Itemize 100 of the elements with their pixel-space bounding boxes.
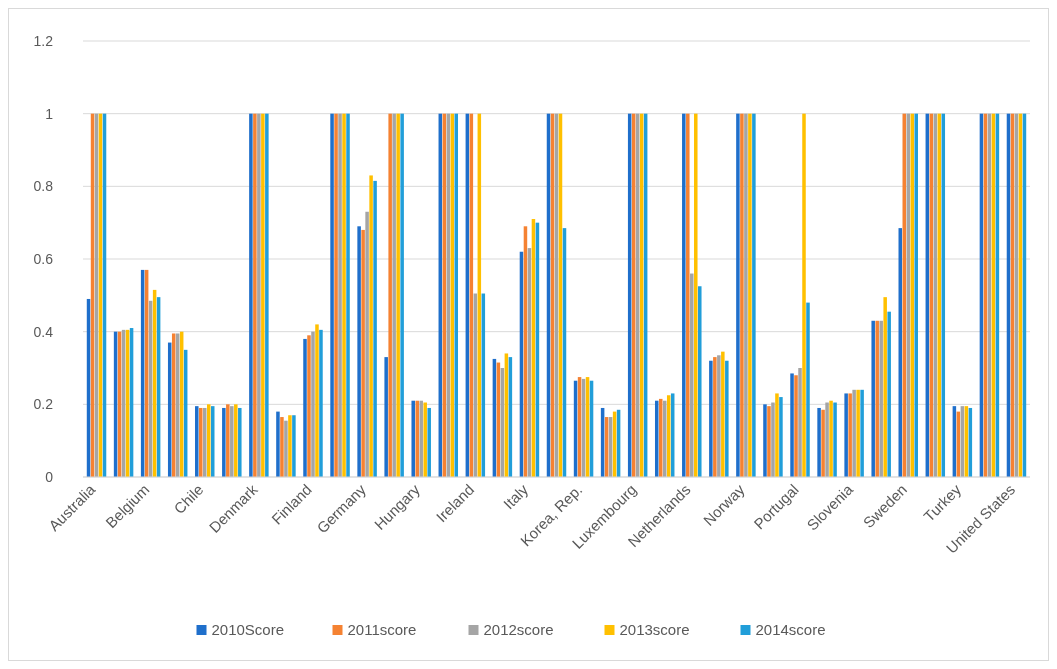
- bar: [288, 415, 292, 477]
- bar: [906, 113, 910, 477]
- bar: [311, 331, 315, 477]
- bar: [265, 113, 269, 477]
- bar: [330, 113, 334, 477]
- bar: [338, 113, 342, 477]
- bar: [203, 407, 207, 477]
- bar: [848, 393, 852, 477]
- bar: [361, 229, 365, 477]
- bar: [844, 393, 848, 477]
- bar: [342, 113, 346, 477]
- bar: [771, 402, 775, 477]
- bar: [400, 113, 404, 477]
- bar: [199, 407, 203, 477]
- bar: [798, 368, 802, 477]
- bar: [875, 320, 879, 477]
- bar: [276, 411, 280, 477]
- bar: [280, 417, 284, 477]
- bar: [736, 113, 740, 477]
- bar: [346, 113, 350, 477]
- bar: [419, 400, 423, 477]
- y-tick-label: 0.2: [33, 396, 54, 413]
- bar: [415, 400, 419, 477]
- bar: [284, 420, 288, 477]
- bar: [790, 373, 794, 477]
- bar: [902, 113, 907, 477]
- bar: [748, 113, 752, 477]
- bar: [694, 113, 698, 477]
- bar: [686, 113, 690, 477]
- bar: [654, 400, 659, 477]
- bar: [427, 407, 431, 477]
- x-tick-label: Italy: [499, 480, 532, 513]
- bar: [825, 402, 829, 477]
- bar: [222, 407, 226, 477]
- bar: [292, 415, 296, 477]
- bar: [860, 389, 864, 477]
- bar: [238, 407, 242, 477]
- y-tick-label: 0.6: [33, 250, 54, 267]
- bar: [740, 113, 744, 477]
- bar: [206, 404, 211, 477]
- bar: [357, 226, 361, 477]
- bar: [423, 402, 427, 477]
- legend-label: 2014score: [755, 621, 826, 639]
- bar: [319, 329, 323, 477]
- bar: [454, 113, 459, 477]
- bar: [709, 360, 713, 477]
- bar: [767, 406, 771, 477]
- bar: [226, 404, 230, 477]
- bar: [914, 113, 918, 477]
- bar: [411, 400, 415, 477]
- bar: [253, 113, 257, 477]
- bar: [879, 320, 883, 477]
- bar: [717, 355, 721, 477]
- bar: [303, 338, 307, 477]
- bar: [392, 113, 396, 477]
- bar: [856, 389, 860, 477]
- bar: [779, 397, 783, 477]
- bar: [871, 320, 875, 477]
- bar: [315, 324, 319, 477]
- bar: [690, 273, 694, 477]
- bar: [821, 409, 825, 477]
- bar: [384, 357, 388, 477]
- legend-label: 2012score: [483, 621, 554, 639]
- bar: [396, 113, 400, 477]
- bar: [365, 211, 369, 477]
- bar: [307, 335, 311, 477]
- bar: [388, 113, 392, 477]
- bar: [725, 360, 729, 477]
- bar: [852, 389, 856, 477]
- y-tick-label: 0.4: [33, 323, 54, 340]
- y-tick-label: 0.8: [33, 178, 54, 195]
- bar: [910, 113, 914, 477]
- bar: [249, 113, 253, 477]
- legend-label: 2011score: [347, 621, 417, 639]
- y-tick-label: 0: [45, 468, 54, 485]
- bar: [713, 357, 717, 477]
- bar: [230, 406, 234, 477]
- bar: [682, 113, 686, 477]
- bar: [195, 406, 199, 477]
- bar: [883, 297, 887, 477]
- bar: [698, 286, 702, 477]
- bar: [806, 302, 810, 477]
- bar: [721, 351, 725, 477]
- bar: [744, 113, 748, 477]
- bar: [261, 113, 265, 477]
- bar: [763, 404, 767, 477]
- bar: [829, 400, 833, 477]
- bar: [369, 175, 373, 477]
- y-tick-label: 1: [45, 105, 54, 122]
- bar: [775, 393, 779, 477]
- bar: [752, 113, 756, 477]
- bar: [802, 113, 806, 477]
- bar: [373, 180, 377, 477]
- legend-label: 2013score: [619, 621, 690, 639]
- bar: [833, 402, 837, 477]
- bar: [234, 404, 238, 477]
- y-tick-label: 1.2: [33, 32, 54, 49]
- bar: [334, 113, 338, 477]
- bar: [817, 407, 821, 477]
- legend-label: 2010Score: [211, 621, 285, 639]
